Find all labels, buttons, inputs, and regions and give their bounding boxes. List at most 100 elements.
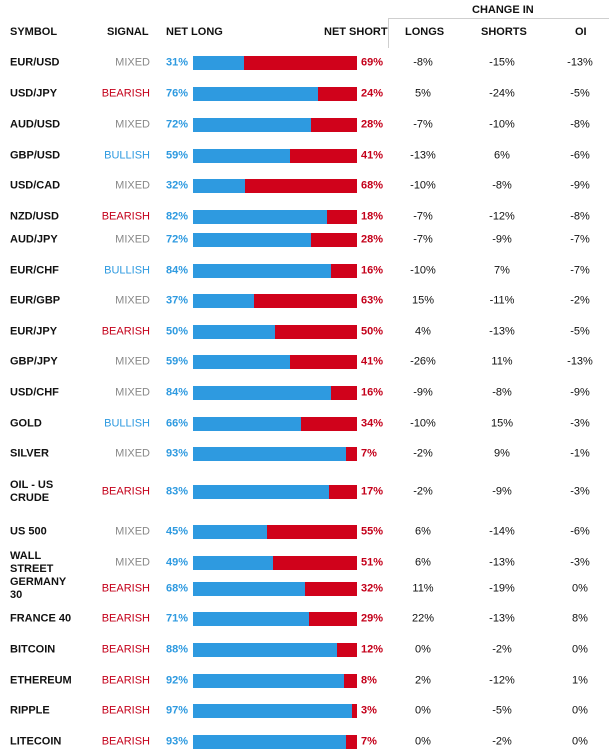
net-long-bar-fill [193,674,344,688]
net-long-bar-fill [193,556,274,570]
net-long-value: 32% [165,179,188,192]
net-long-bar-fill [193,325,275,339]
sentiment-bar [193,525,357,539]
net-short-value: 7% [361,735,377,748]
signal-label: BULLISH [104,417,150,430]
net-short-value: 41% [361,355,384,368]
symbol-link[interactable]: USD/CHF [10,386,59,399]
sentiment-bar [193,704,357,718]
shorts-change-value: -14% [489,525,515,538]
signal-label: BULLISH [104,149,150,162]
signal-label: MIXED [115,447,150,460]
net-short-value: 50% [361,325,384,338]
sentiment-bar [193,674,357,688]
net-short-value: 28% [361,118,384,131]
sentiment-bar [193,149,357,163]
net-long-bar-fill [193,643,338,657]
net-long-bar-fill [193,704,353,718]
symbol-link[interactable]: GBP/USD [10,149,61,162]
table-row: GBP/USD BULLISH 59% 41% -13% 6% -6% [0,141,609,171]
signal-label: BULLISH [104,264,150,277]
header-divider-vertical [388,18,389,48]
sentiment-bar [193,735,357,749]
net-long-value: 72% [165,233,188,246]
symbol-link[interactable]: EUR/GBP [10,294,61,307]
net-long-value: 88% [165,643,188,656]
signal-label: BEARISH [101,325,150,338]
signal-label: BEARISH [101,485,150,498]
net-short-value: 24% [361,87,384,100]
shorts-change-value: 7% [494,264,510,277]
longs-change-value: 0% [415,643,431,656]
symbol-link[interactable]: WALL STREET [10,550,54,575]
shorts-change-value: -13% [489,612,515,625]
oi-change-value: -2% [570,294,590,307]
sentiment-bar [193,294,357,308]
symbol-link[interactable]: OIL - US CRUDE [10,479,54,504]
symbol-link[interactable]: ETHEREUM [10,674,72,687]
net-long-value: 93% [165,735,188,748]
net-long-value: 93% [165,447,188,460]
symbol-link[interactable]: AUD/USD [10,118,61,131]
symbol-link[interactable]: RIPPLE [10,704,50,717]
signal-label: MIXED [115,233,150,246]
symbol-link[interactable]: GOLD [10,417,42,430]
net-long-value: 83% [165,485,188,498]
oi-change-value: -1% [570,447,590,460]
header-net-short: NET SHORT [324,26,388,38]
net-short-value: 55% [361,525,384,538]
table-row: EUR/CHF BULLISH 84% 16% -10% 7% -7% [0,256,609,286]
symbol-link[interactable]: USD/CAD [10,179,61,192]
net-long-bar-fill [193,417,302,431]
net-short-value: 28% [361,233,384,246]
net-long-value: 97% [165,704,188,717]
longs-change-value: -7% [413,118,433,131]
symbol-link[interactable]: EUR/USD [10,56,60,69]
header-oi: OI [575,26,587,38]
sentiment-bar [193,485,357,499]
table-row: EUR/GBP MIXED 37% 63% 15% -11% -2% [0,286,609,316]
symbol-link[interactable]: AUD/JPY [10,233,58,246]
signal-label: BEARISH [101,87,150,100]
table-row: USD/JPY BEARISH 76% 24% 5% -24% -5% [0,79,609,109]
signal-label: MIXED [115,56,150,69]
longs-change-value: 2% [415,674,431,687]
longs-change-value: 15% [411,294,435,307]
net-long-value: 92% [165,674,188,687]
header-shorts: SHORTS [481,26,527,38]
net-long-bar-fill [193,56,244,70]
table-row: EUR/JPY BEARISH 50% 50% 4% -13% -5% [0,317,609,347]
signal-label: MIXED [115,294,150,307]
sentiment-bar [193,355,357,369]
table-row: USD/CAD MIXED 32% 68% -10% -8% -9% [0,171,609,201]
shorts-change-value: -12% [489,674,515,687]
net-short-value: 18% [361,210,384,223]
symbol-link[interactable]: EUR/CHF [10,264,59,277]
net-long-value: 71% [165,612,188,625]
oi-change-value: -7% [570,233,590,246]
net-long-bar-fill [193,485,330,499]
longs-change-value: -2% [413,447,433,460]
symbol-link[interactable]: GBP/JPY [10,355,58,368]
symbol-link[interactable]: USD/JPY [10,87,58,100]
net-short-value: 8% [361,674,377,687]
symbol-link[interactable]: FRANCE 40 [10,612,72,625]
net-long-bar-fill [193,264,331,278]
symbol-link[interactable]: BITCOIN [10,643,56,656]
longs-change-value: -7% [413,210,433,223]
symbol-link[interactable]: SILVER [10,447,49,460]
net-long-value: 82% [165,210,188,223]
net-long-value: 37% [165,294,188,307]
symbol-link[interactable]: LITECOIN [10,735,62,748]
oi-change-value: 0% [572,582,588,595]
symbol-link[interactable]: NZD/USD [10,210,59,223]
symbol-link[interactable]: EUR/JPY [10,325,58,338]
shorts-change-value: 6% [494,149,510,162]
sentiment-bar [193,325,357,339]
symbol-link[interactable]: GERMANY 30 [10,576,67,601]
net-short-value: 34% [361,417,384,430]
table-row: EUR/USD MIXED 31% 69% -8% -15% -13% [0,48,609,78]
table-row: GOLD BULLISH 66% 34% -10% 15% -3% [0,409,609,439]
symbol-link[interactable]: US 500 [10,525,47,538]
net-long-bar-fill [193,525,267,539]
